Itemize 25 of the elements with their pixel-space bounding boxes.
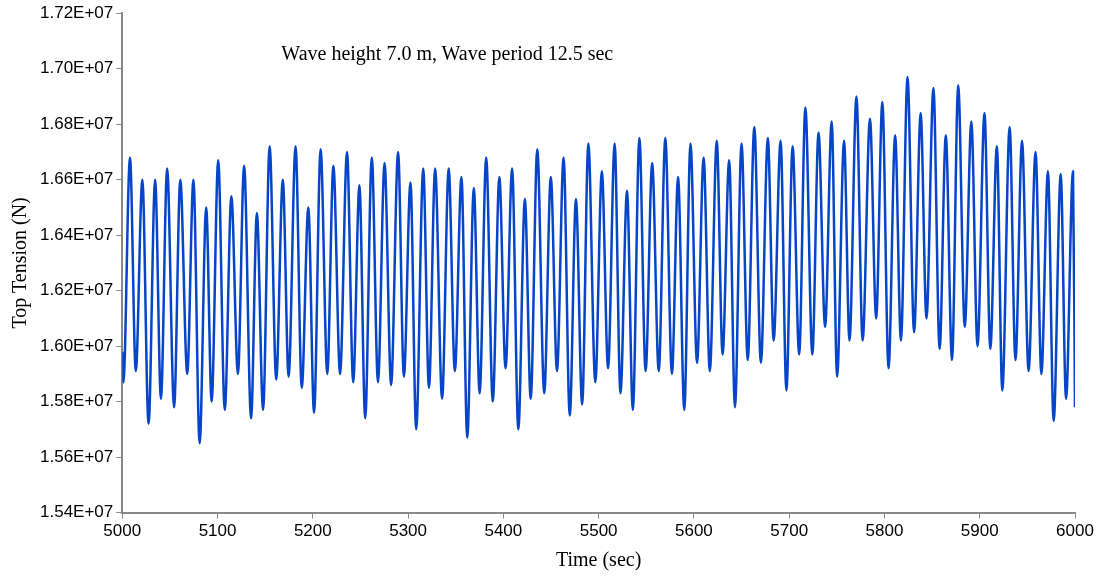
x-tick-label: 5400 [484,521,523,541]
y-tick-label: 1.70E+07 [40,58,114,78]
annotation: Wave height 7.0 m, Wave period 12.5 sec [281,42,614,66]
y-tick-label: 1.56E+07 [40,446,114,466]
y-tick-label: 1.54E+07 [40,502,114,522]
x-tick-label: 5000 [103,521,142,541]
y-tick-label: 1.62E+07 [40,280,114,300]
x-axis-title: Time (sec) [555,548,642,572]
y-tick-label: 1.66E+07 [40,169,114,189]
x-tick-label: 5700 [770,521,809,541]
x-tick-label: 5600 [674,521,713,541]
x-tick-label: 5200 [293,521,332,541]
x-tick-label: 6000 [1056,521,1094,541]
y-tick-label: 1.58E+07 [40,391,114,411]
y-tick-label: 1.68E+07 [40,113,114,133]
x-tick-label: 5100 [198,521,237,541]
y-axis-title: Top Tension (N) [8,197,32,329]
x-tick-label: 5500 [579,521,618,541]
x-tick-label: 5800 [865,521,904,541]
y-tick-label: 1.64E+07 [40,224,114,244]
x-tick-label: 5900 [960,521,999,541]
y-tick-label: 1.72E+07 [40,2,114,22]
line-series [122,75,1075,445]
y-tick-label: 1.60E+07 [40,335,114,355]
x-tick-label: 5300 [389,521,427,541]
